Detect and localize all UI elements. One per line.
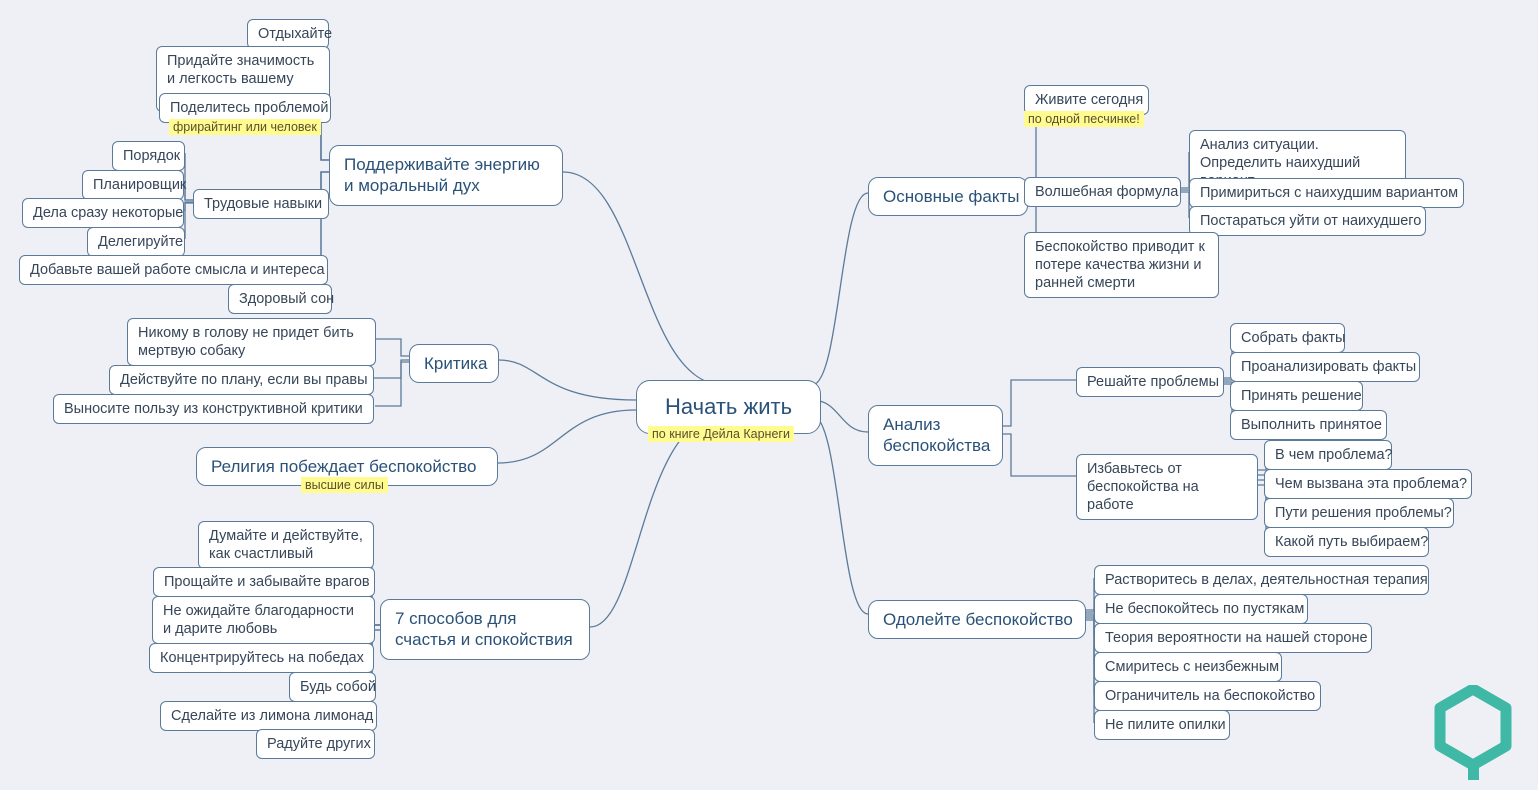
edge	[563, 172, 724, 385]
edge	[1086, 614, 1094, 636]
leaf-a_decide: Принять решение	[1230, 381, 1363, 411]
leaf-o_trifles: Не беспокойтесь по пустякам	[1094, 594, 1308, 624]
leaf-w7_self: Будь собой	[289, 672, 376, 702]
edge	[185, 203, 193, 239]
leaf-w7_wins: Концентрируйтесь на победах	[149, 643, 374, 673]
leaf-a_q1: В чем проблема?	[1264, 440, 1392, 470]
leaf-a_collect: Собрать факты	[1230, 323, 1345, 353]
edge	[1181, 192, 1189, 218]
edge	[812, 193, 868, 385]
branch-ways7: 7 способов для счастья и спокойствия	[380, 599, 590, 660]
edge	[1181, 152, 1189, 188]
branch-energy: Поддерживайте энергию и моральный дух	[329, 145, 563, 206]
leaf-w7_happy: Думайте и действуйте, как счастливый	[198, 521, 374, 569]
leaf-o_prob: Теория вероятности на нашей стороне	[1094, 623, 1372, 653]
leaf-a_solve: Решайте проблемы	[1076, 367, 1224, 397]
leaf-w7_forgive: Прощайте и забывайте врагов	[153, 567, 375, 597]
leaf-f_accept: Примириться с наихудшим вариантом	[1189, 178, 1464, 208]
leaf-a_q4: Какой путь выбираем?	[1264, 527, 1429, 557]
edge	[321, 172, 329, 267]
edge	[185, 153, 193, 200]
leaf-f_avoid: Постараться уйти от наихудшего	[1189, 206, 1426, 236]
leaf-o_sawdust: Не пилите опилки	[1094, 710, 1230, 740]
edge	[498, 410, 636, 463]
logo-icon	[1428, 685, 1518, 780]
branch-facts: Основные факты	[868, 177, 1028, 216]
edge	[1086, 620, 1094, 723]
edge	[1086, 616, 1094, 665]
leaf-o_accept: Смиритесь с неизбежным	[1094, 652, 1282, 682]
leaf-energy_interest: Добавьте вашей работе смысла и интереса	[19, 255, 328, 285]
edge	[1086, 578, 1094, 610]
edge	[499, 360, 636, 400]
edge	[1003, 434, 1076, 476]
leaf-w7_lemon: Сделайте из лимона лимонад	[160, 701, 377, 731]
edge	[375, 362, 409, 406]
leaf-a_q3: Пути решения проблемы?	[1264, 498, 1454, 528]
leaf-energy_now: Дела сразу некоторые	[22, 198, 184, 228]
branch-overcome: Одолейте беспокойство	[868, 600, 1086, 639]
leaf-energy_relax: Отдыхайте	[247, 19, 329, 49]
leaf-energy_sleep: Здоровый сон	[228, 284, 332, 314]
edge	[1003, 380, 1076, 426]
leaf-energy_deleg: Делегируйте	[87, 227, 185, 257]
leaf-f_today-note: по одной песчинке!	[1024, 111, 1144, 127]
edge	[374, 360, 409, 378]
leaf-energy_skills: Трудовые навыки	[193, 189, 329, 219]
leaf-a_q2: Чем вызвана эта проблема?	[1264, 469, 1472, 499]
edge	[1181, 190, 1189, 191]
leaf-energy_share-note: фрирайтинг или человек	[169, 119, 321, 135]
leaf-o_limit: Ограничитель на беспокойство	[1094, 681, 1321, 711]
branch-critique: Критика	[409, 344, 499, 383]
edge	[812, 415, 868, 614]
leaf-f_formula: Волшебная формула	[1024, 177, 1181, 207]
leaf-a_rid: Избавьтесь от беспокойства на работе	[1076, 454, 1258, 520]
leaf-crit_use: Выносите пользу из конструктивной критик…	[53, 394, 374, 424]
branch-analysis: Анализ беспокойства	[868, 405, 1003, 466]
leaf-w7_joy: Радуйте других	[256, 729, 375, 759]
edge	[1086, 618, 1094, 694]
leaf-energy_plan: Планировщик	[82, 170, 184, 200]
branch-religion-note: высшие силы	[301, 477, 388, 493]
edge	[590, 415, 724, 627]
leaf-w7_love: Не ожидайте благодарности и дарите любов…	[152, 596, 375, 644]
leaf-f_quality: Беспокойство приводит к потере качества …	[1024, 232, 1219, 298]
center-subtitle: по книге Дейла Карнеги	[648, 426, 794, 442]
leaf-o_dissolve: Растворитесь в делах, деятельностная тер…	[1094, 565, 1429, 595]
leaf-crit_dog: Никому в голову не придет бить мертвую с…	[127, 318, 376, 366]
edge	[376, 339, 409, 356]
leaf-crit_plan: Действуйте по плану, если вы правы	[109, 365, 374, 395]
leaf-energy_order: Порядок	[112, 141, 185, 171]
leaf-a_do: Выполнить принятое	[1230, 410, 1387, 440]
leaf-a_analyze: Проанализировать факты	[1230, 352, 1420, 382]
